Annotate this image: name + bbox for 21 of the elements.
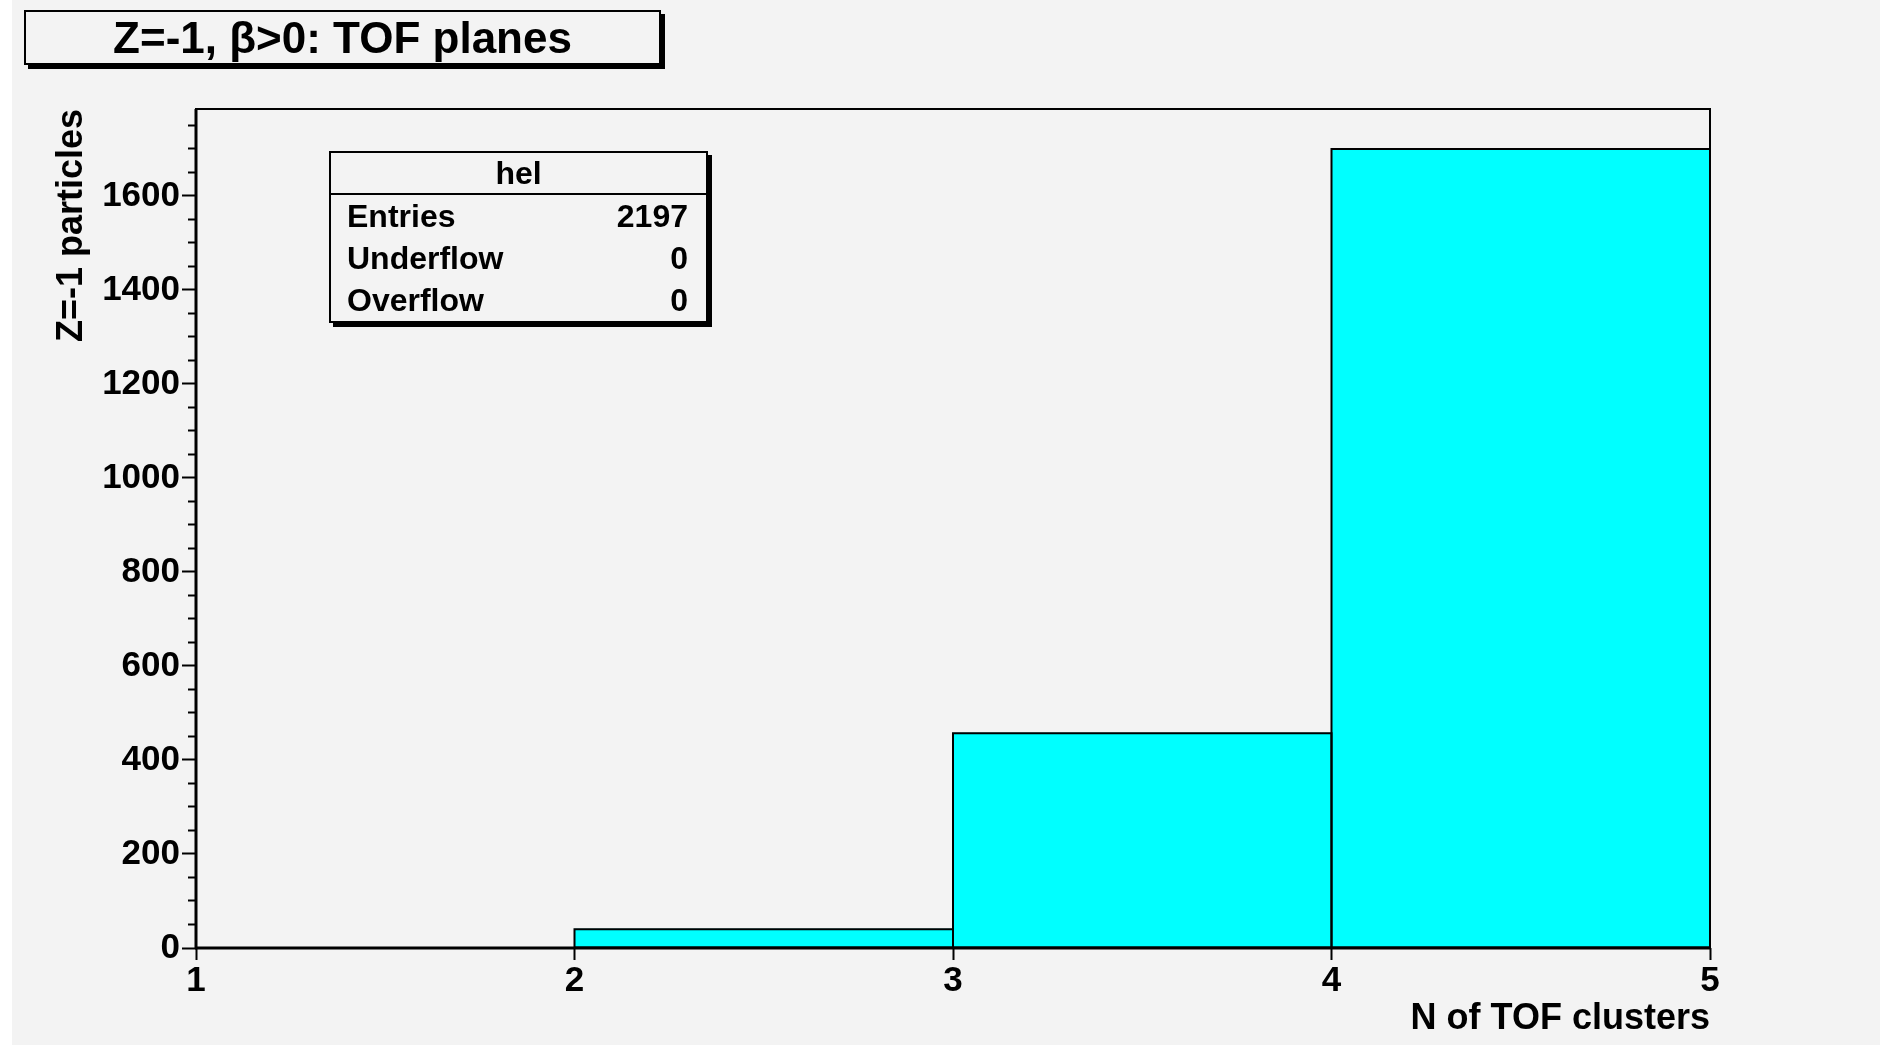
x-tick-label: 2 (564, 958, 585, 998)
text: Overflow 0 (347, 282, 688, 318)
y-tick-label: 800 (121, 549, 180, 589)
y-tick-label: 200 (121, 831, 180, 871)
x-tick-label: 3 (943, 958, 963, 998)
y-tick-label: 0 (160, 925, 180, 965)
y-tick-label: 1000 (102, 455, 180, 495)
x-tick-label: 4 (1321, 958, 1342, 998)
text: Underflow 0 (347, 240, 688, 276)
annotation: hel (331, 153, 706, 195)
y-tick-label: 1600 (102, 173, 180, 213)
text: Entries 2197 (347, 198, 688, 234)
y-axis-title: Z=-1 particles (48, 109, 90, 343)
x-axis-title: N of TOF clusters (1410, 996, 1710, 1038)
x-tick-label: 5 (1700, 958, 1720, 998)
y-tick-label: 400 (121, 737, 180, 777)
x-tick-label: 1 (186, 958, 206, 998)
y-tick-label: 600 (121, 643, 180, 683)
chart-title: Z=-1, β>0: TOF planes (24, 10, 661, 65)
y-tick-label: 1200 (102, 361, 180, 401)
y-tick-label: 1400 (102, 267, 180, 307)
